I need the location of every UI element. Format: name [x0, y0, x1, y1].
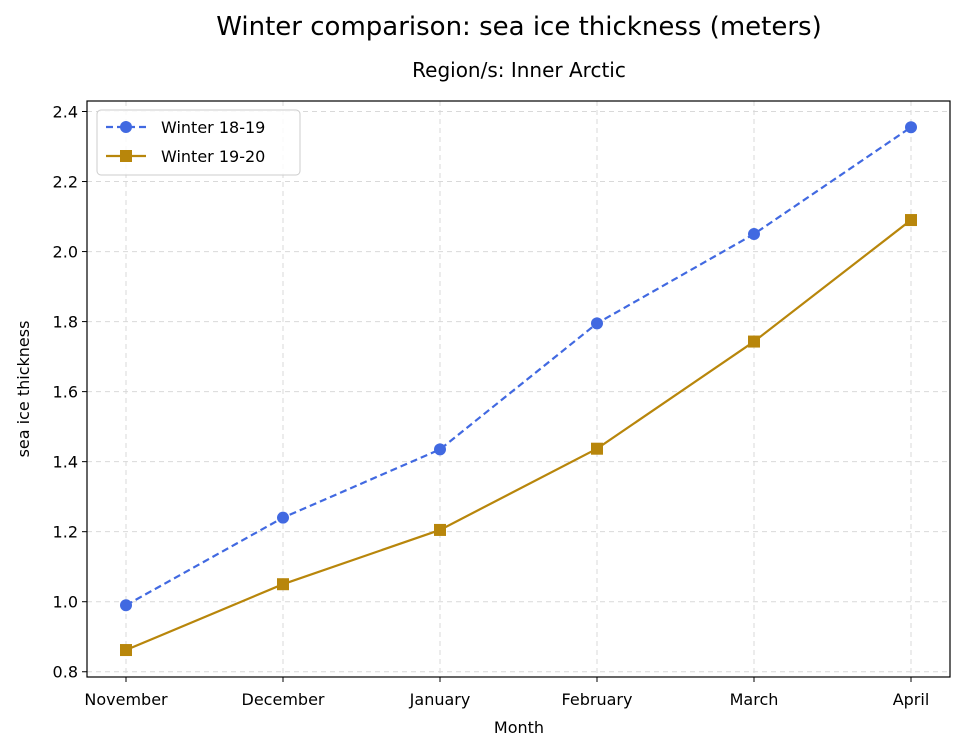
data-point — [277, 511, 289, 524]
y-tick-label: 1.0 — [53, 593, 78, 612]
chart-title: Winter comparison: sea ice thickness (me… — [216, 12, 821, 42]
y-tick-label: 1.8 — [53, 313, 78, 332]
y-tick-label: 2.2 — [53, 173, 78, 192]
plot-frame — [86, 100, 951, 678]
x-tick-label: February — [562, 690, 633, 709]
legend-marker — [120, 150, 132, 162]
grid — [87, 101, 950, 677]
y-axis-label: sea ice thickness — [14, 321, 33, 458]
x-tick-label: April — [893, 690, 930, 709]
y-tick-label: 1.4 — [53, 453, 78, 472]
data-point — [905, 121, 917, 134]
series-group — [120, 214, 917, 657]
x-tick-label: December — [242, 690, 325, 709]
legend: Winter 18-19 Winter 19-20 — [96, 109, 301, 176]
y-tick-label: 2.4 — [53, 103, 78, 122]
data-point — [277, 578, 289, 591]
x-tick-label: March — [730, 690, 779, 709]
legend-box — [96, 109, 301, 176]
x-tick-label: November — [84, 690, 168, 709]
data-point — [434, 523, 446, 536]
x-tick-label: January — [409, 690, 471, 709]
data-point — [748, 335, 760, 348]
series-line — [125, 126, 912, 607]
y-tick-label: 1.2 — [53, 523, 78, 542]
chart-subtitle: Region/s: Inner Arctic — [412, 58, 626, 82]
legend-label: Winter 18-19 — [161, 118, 265, 137]
data-point — [434, 443, 446, 456]
series-group — [120, 121, 917, 612]
legend-label: Winter 19-20 — [161, 147, 265, 166]
data-point — [591, 442, 603, 455]
data-point — [591, 317, 603, 330]
y-tick-label: 1.6 — [53, 383, 78, 402]
series-line — [125, 219, 912, 652]
ticks: November December January February March Apri… — [53, 103, 930, 709]
x-axis-label: Month — [494, 718, 544, 737]
data-point — [905, 214, 917, 227]
data-point — [120, 599, 132, 612]
y-tick-label: 2.0 — [53, 243, 78, 262]
legend-marker — [120, 121, 132, 133]
data-point — [120, 644, 132, 657]
y-tick-label: 0.8 — [53, 663, 78, 682]
series-layer — [120, 121, 917, 657]
data-point — [748, 228, 760, 241]
